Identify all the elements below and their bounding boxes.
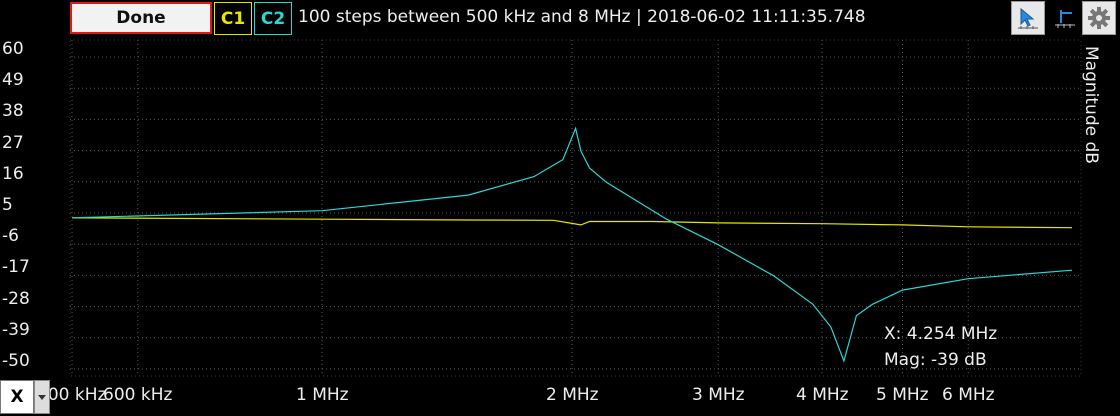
cursor-arrow-icon <box>1018 7 1038 29</box>
x-tick-label: 500 kHz <box>37 385 107 405</box>
marker-icon <box>1055 10 1075 28</box>
x-tick-label: 5 MHz <box>876 385 929 405</box>
y-tick-label: 60 <box>2 39 24 59</box>
axis-selector-value[interactable]: X <box>0 380 34 414</box>
series-line-c2 <box>71 126 1073 363</box>
x-tick-label: 4 MHz <box>796 385 849 405</box>
y-axis-label: Magnitude dB <box>1081 46 1101 164</box>
frequency-response-plot[interactable] <box>0 38 1120 416</box>
y-tick-label: 38 <box>2 101 24 122</box>
cursor-x-readout: X: 4.254 MHz <box>884 324 998 344</box>
settings-gear-icon <box>1088 7 1110 29</box>
y-tick-label: -39 <box>2 319 30 340</box>
top-toolbar: Done C1 C2 100 steps between 500 kHz and… <box>0 0 1120 38</box>
channel-c1-button[interactable]: C1 <box>214 2 252 35</box>
y-tick-label: 27 <box>2 132 24 153</box>
axis-selector-dropdown-button[interactable] <box>34 380 50 414</box>
x-tick-label: 3 MHz <box>692 385 745 405</box>
chevron-down-icon <box>38 395 46 400</box>
x-tick-label: 6 MHz <box>942 385 995 405</box>
y-tick-label: -50 <box>2 351 30 371</box>
plot-frame <box>69 39 1082 377</box>
x-tick-label: 600 kHz <box>103 385 173 405</box>
y-tick-label: 49 <box>2 70 24 91</box>
cursor-tool-button[interactable] <box>1011 1 1045 35</box>
marker-tool-button[interactable] <box>1048 1 1082 35</box>
y-tick-label: 5 <box>2 195 13 215</box>
x-tick-label: 1 MHz <box>296 385 349 405</box>
done-button[interactable]: Done <box>70 2 212 34</box>
plot-series <box>71 126 1073 363</box>
y-tick-label: -17 <box>2 257 30 278</box>
y-tick-label: -6 <box>2 226 19 247</box>
settings-button[interactable] <box>1082 1 1116 35</box>
sweep-status-text: 100 steps between 500 kHz and 8 MHz | 20… <box>298 7 866 27</box>
x-tick-label: 2 MHz <box>546 385 599 405</box>
axis-selector[interactable]: X <box>0 380 50 416</box>
y-tick-label: -28 <box>2 288 30 309</box>
cursor-mag-readout: Mag: -39 dB <box>884 350 987 370</box>
channel-c2-button[interactable]: C2 <box>254 2 292 35</box>
y-tick-label: 16 <box>2 163 24 184</box>
series-line-c1 <box>71 217 1073 229</box>
